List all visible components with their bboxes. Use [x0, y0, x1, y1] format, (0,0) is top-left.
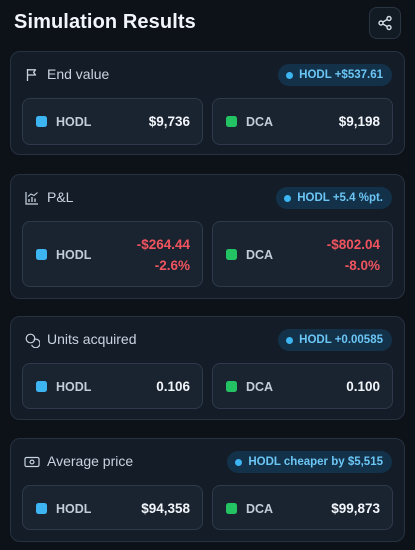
hodl-color-swatch	[36, 116, 47, 127]
dca-label: DCA	[246, 380, 274, 394]
hodl-label: HODL	[56, 115, 92, 129]
badge-dot	[286, 336, 294, 344]
hodl-label: HODL	[56, 248, 92, 262]
header: Simulation Results	[0, 0, 415, 48]
average-price-card: Average price HODL cheaper by $5,515 HOD…	[10, 438, 405, 542]
coins-icon	[24, 332, 40, 348]
badge-text: HODL cheaper by $5,515	[248, 456, 383, 468]
dca-label: DCA	[246, 502, 274, 516]
hodl-color-swatch	[36, 249, 47, 260]
hodl-label: HODL	[56, 380, 92, 394]
dca-color-swatch	[226, 503, 237, 514]
difference-badge: HODL +5.4 %pt.	[276, 187, 392, 209]
card-header: P&L HODL +5.4 %pt.	[11, 175, 404, 219]
card-header: Average price HODL cheaper by $5,515	[11, 439, 404, 483]
dca-tile: DCA $99,873	[212, 485, 393, 530]
card-header: End value HODL +$537.61	[11, 52, 404, 96]
dca-value: 0.100	[346, 379, 380, 394]
banknote-icon	[24, 454, 40, 470]
dca-amount: -$802.04	[326, 237, 380, 252]
hodl-tile: HODL $9,736	[22, 98, 203, 145]
hodl-tile: HODL 0.106	[22, 363, 203, 409]
end-value-card: End value HODL +$537.61 HODL $9,736 DCA …	[10, 51, 405, 155]
flag-icon	[24, 67, 40, 83]
page-title: Simulation Results	[14, 11, 196, 33]
dca-color-swatch	[226, 381, 237, 392]
hodl-color-swatch	[36, 381, 47, 392]
badge-text: HODL +5.4 %pt.	[297, 192, 383, 204]
badge-text: HODL +$537.61	[299, 69, 383, 81]
share-icon	[377, 15, 393, 31]
card-title: P&L	[47, 189, 74, 205]
dca-value: $99,873	[331, 501, 380, 516]
badge-dot	[284, 194, 292, 202]
card-title: Units acquired	[47, 331, 137, 347]
card-title: Average price	[47, 453, 134, 469]
dca-tile: DCA -$802.04 -8.0%	[212, 221, 393, 287]
dca-label: DCA	[246, 248, 274, 262]
badge-dot	[235, 458, 243, 466]
dca-percent: -8.0%	[344, 258, 380, 273]
dca-value: $9,198	[338, 114, 380, 129]
hodl-value: 0.106	[156, 379, 190, 394]
badge-text: HODL +0.00585	[299, 334, 383, 346]
dca-label: DCA	[246, 115, 274, 129]
chart-icon	[24, 190, 40, 206]
hodl-tile: HODL -$264.44 -2.6%	[22, 221, 203, 287]
dca-color-swatch	[226, 249, 237, 260]
dca-value: -$802.04 -8.0%	[327, 234, 380, 276]
badge-dot	[286, 71, 294, 79]
card-title: End value	[47, 66, 110, 82]
hodl-tile: HODL $94,358	[22, 485, 203, 530]
hodl-amount: -$264.44	[136, 237, 190, 252]
dca-tile: DCA 0.100	[212, 363, 393, 409]
units-card: Units acquired HODL +0.00585 HODL 0.106 …	[10, 316, 405, 420]
pnl-card: P&L HODL +5.4 %pt. HODL -$264.44 -2.6% D…	[10, 174, 405, 299]
difference-badge: HODL cheaper by $5,515	[227, 451, 392, 473]
hodl-value: $9,736	[148, 114, 190, 129]
hodl-value: $94,358	[141, 501, 190, 516]
share-button[interactable]	[369, 7, 401, 39]
hodl-color-swatch	[36, 503, 47, 514]
card-header: Units acquired HODL +0.00585	[11, 317, 404, 361]
dca-color-swatch	[226, 116, 237, 127]
hodl-label: HODL	[56, 502, 92, 516]
hodl-percent: -2.6%	[154, 258, 190, 273]
difference-badge: HODL +$537.61	[278, 64, 392, 86]
difference-badge: HODL +0.00585	[278, 329, 392, 351]
dca-tile: DCA $9,198	[212, 98, 393, 145]
hodl-value: -$264.44 -2.6%	[137, 234, 190, 276]
